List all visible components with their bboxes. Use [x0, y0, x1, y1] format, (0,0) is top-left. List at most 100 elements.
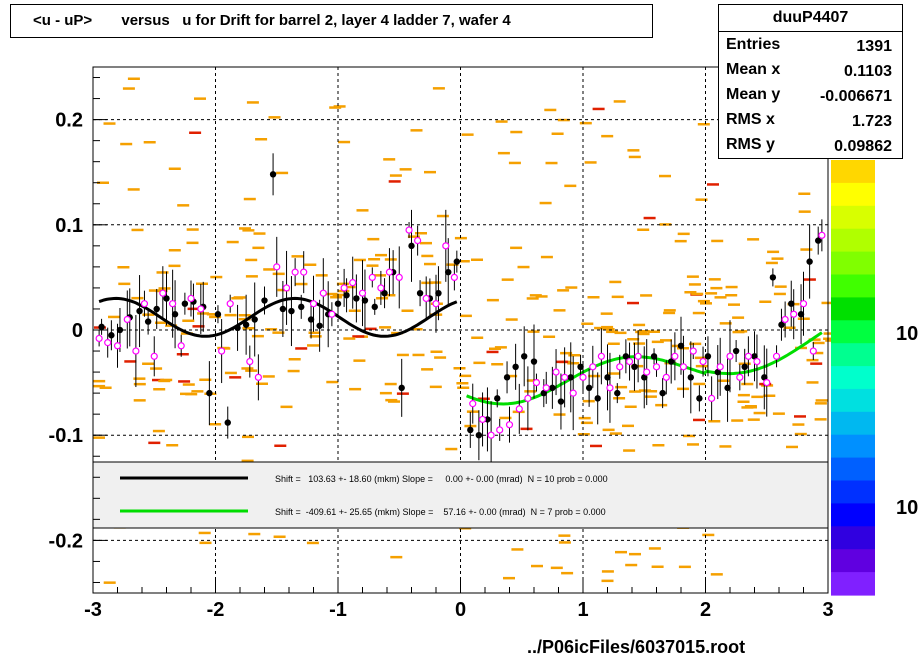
hist-cell — [798, 210, 811, 213]
stats-key: RMS y — [726, 136, 775, 153]
data-point-open — [753, 357, 761, 366]
hist-cell — [529, 294, 542, 297]
hist-cell — [823, 337, 836, 340]
data-point — [116, 326, 124, 334]
data-point — [251, 316, 258, 323]
hist-cell — [688, 283, 701, 286]
data-point-open — [569, 389, 577, 397]
hist-cell — [774, 285, 787, 288]
hist-cell — [505, 318, 518, 321]
hist-cell — [702, 533, 715, 537]
data-point — [171, 311, 179, 318]
hist-cell — [659, 174, 671, 178]
data-point-open — [432, 300, 440, 308]
data-point — [512, 363, 519, 371]
hist-cell — [556, 360, 569, 364]
hist-cell — [477, 397, 490, 400]
data-point — [153, 305, 160, 313]
hist-cell — [415, 232, 427, 235]
hist-cell — [663, 309, 676, 312]
hist-cell — [511, 548, 524, 551]
data-point — [815, 237, 822, 244]
hist-cell — [407, 235, 420, 238]
hist-cell — [143, 141, 156, 144]
hist-cell — [686, 275, 699, 278]
hist-cell — [625, 563, 638, 567]
hist-cell — [808, 338, 821, 341]
hist-cell — [763, 394, 776, 397]
data-point-open — [809, 347, 817, 355]
hist-cell — [366, 264, 379, 267]
data-point — [98, 323, 105, 331]
hist-cell — [424, 262, 436, 266]
hist-cell — [473, 361, 486, 365]
hist-cell — [206, 313, 219, 316]
hist-cell — [155, 321, 167, 324]
hist-cell — [150, 367, 163, 370]
hist-cell — [374, 274, 387, 277]
hist-cell — [622, 424, 634, 428]
hist-cell — [550, 566, 563, 570]
hist-cell — [384, 258, 397, 261]
hist-cell — [152, 378, 164, 382]
hist-cell — [651, 565, 664, 568]
stats-row-entries: Entries 1391 — [719, 32, 902, 57]
hist-cell — [245, 369, 258, 372]
hist-cell — [182, 319, 195, 322]
hist-cell — [226, 240, 239, 244]
data-point — [108, 332, 115, 339]
hist-cell — [602, 428, 615, 432]
hist-cell — [245, 258, 258, 262]
hist-cell — [627, 149, 640, 152]
hist-cell — [124, 360, 137, 363]
hist-cell — [526, 379, 539, 382]
data-point-open — [799, 300, 808, 308]
hist-cell — [486, 298, 499, 302]
hist-cell — [93, 436, 105, 439]
hist-cell — [375, 253, 387, 257]
file-path-label: ../P06icFiles/6037015.root — [527, 637, 746, 657]
data-point — [788, 300, 795, 307]
color-scale-cell — [831, 572, 875, 596]
hist-cell — [307, 344, 319, 347]
color-scale-cell — [831, 457, 875, 482]
hist-cell — [644, 395, 657, 398]
hist-cell — [601, 325, 614, 329]
hist-cell — [209, 423, 222, 426]
data-point — [668, 358, 675, 365]
hist-cell — [811, 351, 824, 355]
data-point-open — [726, 352, 734, 360]
data-point — [144, 318, 152, 325]
y-tick-label: 0 — [72, 320, 83, 342]
data-point-open — [291, 268, 299, 276]
data-point-open — [450, 273, 458, 281]
hist-cell — [590, 444, 602, 448]
hist-cell — [142, 362, 155, 365]
hist-cell — [628, 155, 641, 159]
color-scale-cell — [831, 480, 875, 504]
hist-cell — [725, 294, 738, 297]
hist-cell — [540, 255, 553, 259]
color-scale-cell — [831, 228, 875, 253]
hist-cell — [445, 447, 458, 451]
hist-cell — [588, 374, 601, 378]
data-point — [704, 353, 712, 360]
data-point-open — [671, 352, 679, 360]
hist-cell — [640, 294, 653, 297]
hist-cell — [652, 444, 665, 447]
data-point-open — [643, 368, 651, 376]
data-point — [557, 398, 565, 405]
hist-cell — [189, 131, 202, 134]
hist-cell — [737, 393, 750, 397]
hist-cell — [633, 323, 646, 327]
hist-cell — [242, 229, 255, 232]
hist-cell — [489, 347, 501, 350]
data-point — [494, 395, 501, 402]
hist-cell — [499, 416, 512, 420]
axes-frame: -3 -2 -1 0 1 2 3 0.2 0.1 0 -0.1 -0.2 — [49, 66, 834, 621]
hist-cell — [332, 293, 345, 297]
hist-cell — [637, 228, 650, 231]
hist-cell — [199, 541, 212, 545]
data-point — [594, 395, 601, 402]
hist-cell — [531, 564, 543, 568]
